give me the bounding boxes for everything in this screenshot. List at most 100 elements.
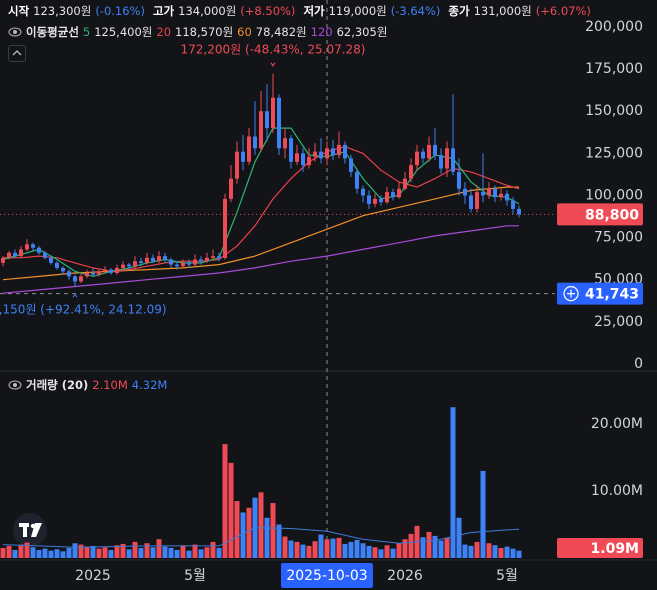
volume-bar [198,549,204,558]
volume-bar [468,545,474,558]
volume-bar [498,547,504,558]
tradingview-logo [13,513,47,547]
candle-body [481,192,485,196]
y-tick-label: 200,000 [585,19,643,35]
volume-bar [102,547,108,558]
caret-icon [12,50,22,56]
candle-body [235,151,239,179]
volume-bar [330,538,336,558]
crosshair-price-label: 41,743 [585,287,639,303]
candle-body [325,148,329,159]
volume-bar [216,547,222,558]
volume-bar [390,548,396,558]
legend-name: 60 [237,25,252,39]
candle-body [73,276,77,282]
visibility-icon[interactable] [8,26,22,38]
volume-bar [144,543,150,558]
ohlc-label: 고가 [152,4,175,18]
volume-bar [114,545,120,558]
volume-bar [474,541,480,558]
volume-bar [504,546,510,558]
candle-body [175,264,179,267]
volume-bar [6,545,12,558]
candle-body [391,192,395,198]
ma-title: 이동평균선 [26,25,79,39]
low-annotation: 46,150원 (+92.41%, 24.12.09) [0,303,167,317]
volume-ma-line [2,527,520,548]
ma-legend: 이동평균선 5 125,400원 20 118,570원 60 78,482원 120 62,3… [8,24,387,40]
volume-bar [90,545,96,558]
volume-bar [408,533,414,558]
candle-body [487,188,491,196]
low-marker [72,293,78,298]
volume-bar [276,524,282,558]
candle-body [121,264,125,268]
volume-bar [426,531,432,558]
ohlc-value: 123,300원 [33,4,92,18]
candle-body [445,148,449,169]
candle-body [511,200,515,209]
volume-bar [240,512,246,558]
candle-body [25,244,29,250]
candle-body [19,249,23,257]
candle-body [403,178,407,189]
candle-body [337,144,341,156]
candle-body [115,267,119,274]
volume-bar [192,544,198,558]
candle-body [49,257,53,263]
volume-bar [108,549,114,558]
candle-body [199,259,203,262]
volume-bar [342,543,348,558]
y-tick-label: 150,000 [585,103,643,119]
candle-body [133,261,137,267]
legend-name: 20 [156,25,172,39]
volume-bar [480,470,486,558]
volume-bar [54,549,60,558]
candle-body [475,192,479,209]
y-tick-label: 75,000 [594,230,643,246]
volume-bar [510,548,516,558]
candle-body [229,178,233,199]
volume-bar [462,544,468,558]
volume-bar [132,541,138,558]
add-alert-icon[interactable] [563,286,579,302]
volume-bar [30,547,36,558]
volume-bar [312,541,318,558]
candle-body [319,151,323,159]
volume-bar [402,539,408,558]
volume-bar [222,444,228,558]
candle-body [205,257,209,262]
high-marker [270,62,276,67]
visibility-icon[interactable] [8,379,22,391]
candle-body [277,97,281,149]
candle-body [211,256,215,258]
volume-bar [438,540,444,558]
candle-body [463,188,467,196]
candle-body [421,151,425,159]
volume-bar [228,462,234,558]
volume-bar [450,407,456,558]
candle-body [31,244,35,248]
candle-body [109,269,113,274]
y-tick-label: 100,000 [585,187,643,203]
volume-bar [420,537,426,558]
volume-bar [210,541,216,558]
candle-body [91,273,95,275]
volume-bar [384,545,390,558]
volume-bar [486,543,492,558]
volume-bar [516,550,522,558]
volume-bar [78,544,84,558]
volume-bar [288,540,294,558]
volume-bar [126,549,132,558]
volume-bar [246,507,252,558]
volume-bar [378,549,384,558]
collapse-button[interactable] [8,45,26,62]
volume-bar [300,544,306,558]
candle-body [217,256,221,258]
candle-body [127,264,131,267]
ohlc-value: 119,000원 [328,4,387,18]
volume-legend: 거래량 (20) 2.10M 4.32M [8,377,167,393]
volume-bar [324,539,330,558]
volume-bar [162,546,168,558]
